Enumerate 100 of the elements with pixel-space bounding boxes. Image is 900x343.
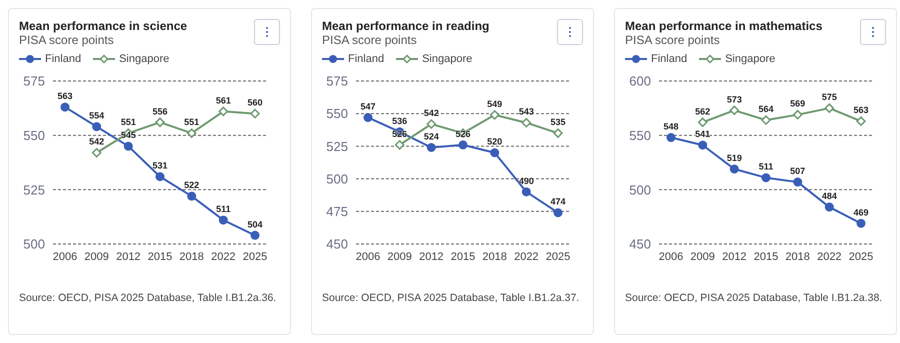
source-note: Source: OECD, PISA 2025 Database, Table I.B1.2a.38.	[625, 292, 884, 304]
legend-label: Singapore	[725, 53, 776, 65]
x-tick-label: 2012	[116, 250, 141, 263]
y-tick-label: 500	[629, 182, 651, 198]
x-tick-label: 2022	[211, 250, 236, 263]
x-tick-label: 2009	[84, 250, 109, 263]
data-label: 519	[726, 153, 742, 164]
point	[666, 133, 676, 142]
x-tick-label: 2015	[754, 250, 778, 263]
legend-label: Singapore	[119, 53, 170, 65]
data-label: 543	[518, 106, 534, 117]
x-tick-label: 2025	[546, 250, 570, 263]
y-tick-label: 525	[23, 182, 45, 198]
point	[730, 164, 739, 174]
y-tick-label: 500	[23, 236, 45, 252]
data-label: 522	[184, 180, 200, 190]
data-label: 511	[758, 162, 774, 172]
data-label: 561	[216, 95, 231, 106]
chart-subtitle: PISA score points	[625, 33, 721, 47]
point	[698, 118, 708, 128]
source-note: Source: OECD, PISA 2025 Database, Table I.B1.2a.36.	[19, 292, 278, 304]
x-tick-label: 2018	[785, 250, 810, 263]
x-tick-label: 2006	[52, 250, 78, 263]
point	[124, 142, 133, 151]
x-tick-label: 2022	[817, 250, 842, 263]
source-note: Source: OECD, PISA 2025 Database, Table I.B1.2a.37.	[322, 292, 580, 304]
chart-title: Mean performance in science	[19, 19, 188, 33]
point	[155, 118, 165, 128]
x-tick-label: 2009	[387, 250, 412, 263]
point	[792, 110, 802, 120]
data-label: 536	[392, 116, 408, 126]
data-label: 573	[726, 94, 742, 104]
y-tick-label: 450	[629, 236, 651, 252]
point	[250, 108, 260, 118]
point	[793, 178, 802, 187]
data-label: 560	[247, 98, 263, 108]
legend-label: Finland	[45, 53, 82, 65]
chart-title: Mean performance in reading	[322, 19, 490, 33]
x-tick-label: 2018	[179, 250, 204, 263]
x-tick-label: 2015	[450, 250, 476, 263]
data-label: 524	[424, 132, 439, 142]
x-tick-label: 2009	[690, 250, 715, 263]
data-label: 535	[550, 117, 566, 128]
point	[250, 230, 260, 240]
data-label: 564	[758, 104, 774, 114]
data-label: 520	[487, 136, 502, 147]
y-tick-label: 475	[326, 204, 348, 220]
data-label: 551	[184, 117, 200, 128]
data-label: 469	[853, 207, 869, 218]
point	[856, 218, 866, 228]
point	[218, 106, 228, 116]
data-label: 556	[152, 106, 168, 116]
point	[824, 103, 834, 113]
data-label: 507	[790, 166, 806, 176]
point	[426, 143, 436, 152]
data-label: 511	[216, 204, 231, 214]
x-tick-label: 2015	[148, 250, 172, 263]
x-tick-label: 2018	[482, 250, 507, 263]
y-tick-label: 550	[326, 106, 348, 122]
point	[522, 187, 531, 196]
point	[698, 140, 708, 150]
data-label: 554	[89, 110, 104, 121]
x-tick-label: 2022	[514, 250, 539, 263]
y-tick-label: 575	[326, 74, 348, 89]
data-label: 563	[853, 105, 869, 116]
data-label: 484	[822, 191, 837, 202]
point	[92, 148, 102, 158]
point	[156, 172, 164, 182]
chart-subtitle: PISA score points	[322, 33, 418, 47]
y-tick-label: 600	[629, 74, 651, 89]
data-label: 531	[152, 160, 168, 171]
data-label: 575	[822, 92, 837, 102]
data-label: 542	[89, 136, 104, 147]
x-tick-label: 2012	[419, 250, 444, 263]
x-tick-label: 2006	[356, 250, 380, 263]
point	[426, 119, 436, 129]
x-tick-label: 2025	[848, 250, 874, 263]
data-label: 548	[663, 122, 679, 132]
point	[824, 202, 834, 212]
x-tick-label: 2025	[242, 250, 268, 263]
point	[490, 148, 500, 158]
point	[187, 192, 196, 201]
x-tick-label: 2012	[722, 250, 747, 263]
point	[394, 140, 404, 150]
y-tick-label: 550	[629, 128, 651, 143]
data-label: 569	[790, 98, 806, 109]
y-tick-label: 525	[326, 138, 348, 154]
y-tick-label: 500	[326, 171, 348, 186]
data-label: 551	[120, 117, 136, 128]
legend-label: Finland	[348, 53, 384, 65]
data-label: 562	[695, 106, 710, 116]
data-label: 474	[550, 196, 566, 207]
data-label: 563	[57, 91, 73, 102]
point	[92, 122, 102, 132]
data-label: 490	[518, 176, 534, 186]
data-label: 542	[424, 108, 439, 118]
chart-subtitle: PISA score points	[19, 33, 115, 47]
point	[458, 140, 468, 150]
data-label: 504	[247, 219, 263, 230]
point	[364, 113, 372, 122]
